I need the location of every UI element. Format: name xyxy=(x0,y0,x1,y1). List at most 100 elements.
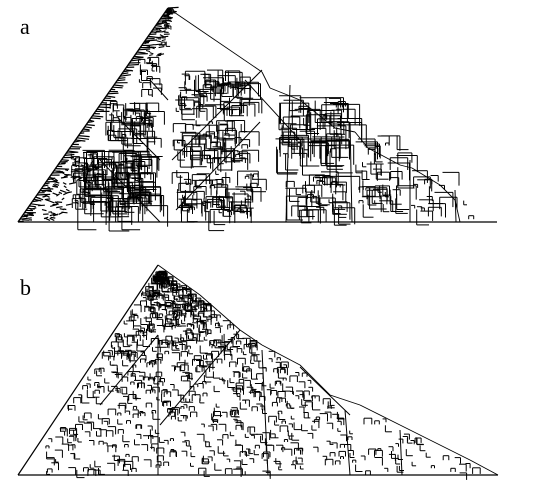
panel-label-a: a xyxy=(20,14,30,39)
tiling-stroke xyxy=(60,176,68,179)
tiling-stroke xyxy=(165,10,170,14)
tiling-stroke xyxy=(54,183,60,186)
tiling-stroke xyxy=(52,203,59,206)
tiling-stroke xyxy=(167,7,263,73)
tiling-stroke xyxy=(89,119,95,123)
tiling-stroke xyxy=(43,195,48,198)
tiling-stroke xyxy=(71,164,78,168)
tiling-stroke xyxy=(113,84,124,87)
tiling-stroke xyxy=(454,189,457,223)
tiling-stroke xyxy=(439,184,456,201)
tiling-stroke xyxy=(47,190,52,193)
tiling-stroke xyxy=(244,79,301,141)
tiling-stroke xyxy=(334,127,356,133)
tiling-stroke xyxy=(157,52,162,56)
tiling-stroke xyxy=(167,6,179,9)
tiling-stroke xyxy=(66,151,78,154)
tiling-stroke xyxy=(49,213,55,217)
tiling-stroke xyxy=(87,184,91,187)
tiling-stroke xyxy=(80,164,85,167)
tiling-stroke xyxy=(17,7,169,223)
tiling-stroke xyxy=(107,92,119,95)
tiling-stroke xyxy=(64,169,69,172)
tiling-stroke xyxy=(155,29,162,33)
tiling-stroke xyxy=(138,48,151,51)
tiling-stroke xyxy=(99,159,161,223)
tiling-stroke xyxy=(158,27,164,30)
tiling-stroke xyxy=(299,99,336,129)
tiling-stroke xyxy=(59,208,65,211)
tiling-stroke xyxy=(61,197,65,201)
tiling-stroke xyxy=(85,170,89,173)
tiling-stroke xyxy=(132,56,144,60)
tiling-stroke xyxy=(58,211,64,215)
tiling-stroke xyxy=(50,178,58,183)
tiling-stroke xyxy=(47,186,51,189)
tiling-stroke xyxy=(101,164,106,167)
tiling-stroke xyxy=(159,34,164,37)
tiling-stroke xyxy=(329,394,361,406)
tiling-stroke xyxy=(149,52,154,55)
tiling-stroke xyxy=(83,190,90,195)
tiling-stroke xyxy=(454,199,461,223)
tiling-stroke xyxy=(33,198,42,202)
tiling-stroke xyxy=(76,137,90,140)
tiling-stroke xyxy=(367,147,401,166)
tiling-stroke xyxy=(261,349,269,476)
tiling-stroke xyxy=(161,35,169,38)
tiling-stroke xyxy=(56,201,63,203)
tiling-stroke xyxy=(344,409,351,476)
tiling-stroke xyxy=(36,193,51,196)
tiling-stroke xyxy=(68,181,77,185)
tiling-stroke xyxy=(162,20,168,24)
tiling-stroke xyxy=(24,214,28,218)
tiling-stroke xyxy=(29,205,36,208)
tiling-stroke xyxy=(71,168,79,172)
tiling-stroke xyxy=(156,54,162,57)
tiling-stroke xyxy=(118,77,126,79)
tiling-stroke xyxy=(55,168,70,170)
tiling-stroke xyxy=(399,429,403,476)
tiling-stroke xyxy=(299,366,351,416)
tiling-stroke xyxy=(261,344,301,366)
tiling-stroke xyxy=(88,169,92,173)
tiling-stroke xyxy=(161,30,166,33)
tiling-stroke xyxy=(117,117,161,161)
tiling-stroke xyxy=(42,184,49,187)
tiling-stroke xyxy=(349,121,353,223)
tiling-stroke xyxy=(49,200,55,204)
tiling-stroke xyxy=(148,44,155,46)
tiling-stroke xyxy=(299,364,331,396)
tiling-stroke xyxy=(112,86,123,89)
panel-label-b: b xyxy=(20,275,31,300)
tiling-stroke xyxy=(52,192,59,196)
tiling-stroke xyxy=(58,191,63,195)
tiling-stroke xyxy=(158,53,165,56)
tiling-stroke xyxy=(152,30,157,34)
tiling-stroke xyxy=(52,183,59,188)
tiling-stroke xyxy=(261,71,271,89)
tiling-stroke xyxy=(285,84,291,223)
tiling-stroke xyxy=(65,188,70,192)
tiling-stroke xyxy=(399,164,413,169)
tiling-stroke xyxy=(50,212,56,215)
tiling-stroke xyxy=(175,121,261,211)
tiling-stroke xyxy=(161,39,166,42)
tiling-stroke xyxy=(359,404,401,426)
tiling-stroke xyxy=(50,216,56,219)
tiling-stroke xyxy=(171,69,263,161)
tiling-stroke xyxy=(32,200,39,203)
tiling-stroke xyxy=(90,160,94,164)
tiling-stroke xyxy=(30,207,37,210)
tiling-stroke xyxy=(21,215,29,218)
tiling-stroke xyxy=(52,185,59,188)
tiling-stroke xyxy=(157,22,164,25)
tiling-stroke xyxy=(65,203,73,206)
tiling-stroke xyxy=(92,115,104,118)
tiling-stroke xyxy=(120,74,131,77)
tiling-stroke xyxy=(75,201,79,205)
tiling-stroke xyxy=(144,41,150,45)
tiling-stroke xyxy=(106,95,116,98)
tiling-stroke xyxy=(41,187,54,190)
tiling-stroke xyxy=(146,45,151,48)
